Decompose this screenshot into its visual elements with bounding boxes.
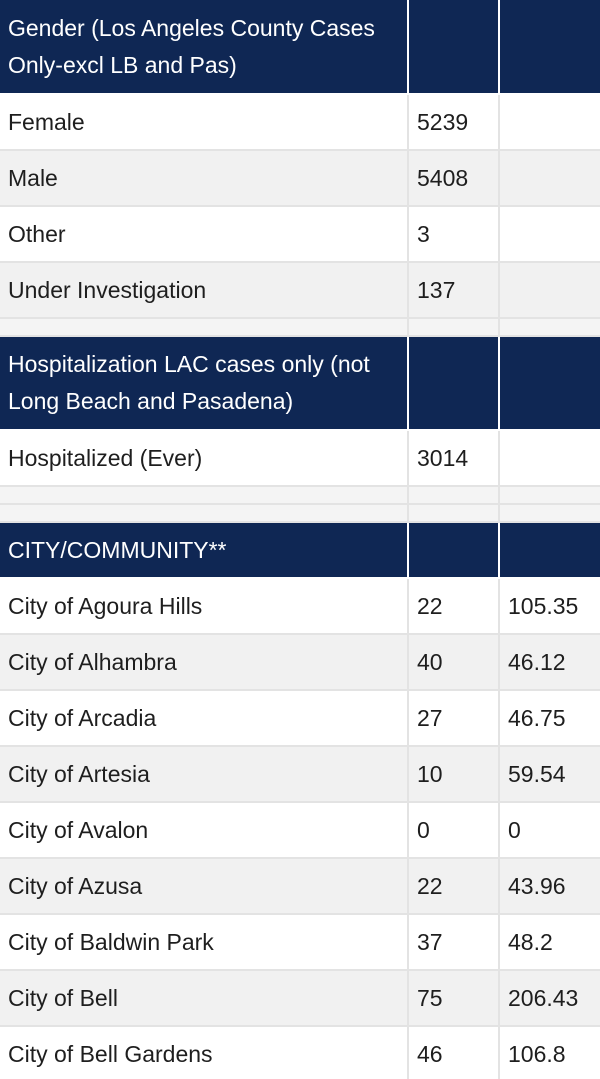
row-label: City of Azusa [0,858,409,915]
row-label: City of Bell [0,970,409,1027]
row-rate: 46.12 [499,634,600,691]
row-count: 40 [408,634,500,691]
section-header-count-cell [408,522,500,579]
row-count: 22 [408,578,500,635]
row-count: 3014 [408,430,500,487]
section-header-title: CITY/COMMUNITY** [0,522,409,579]
row-label: Under Investigation [0,262,409,319]
row-rate: 206.43 [499,970,600,1027]
section-header-title: Gender (Los Angeles County Cases Only-ex… [0,0,409,95]
row-rate [499,206,600,263]
row-count: 3 [408,206,500,263]
row-count: 75 [408,970,500,1027]
row-label: City of Bell Gardens [0,1026,409,1079]
section-header-count-cell [408,336,500,431]
section-spacer [0,486,600,505]
row-count: 137 [408,262,500,319]
section-header-city-community: CITY/COMMUNITY** [0,522,600,579]
row-rate: 46.75 [499,690,600,747]
section-header-gender: Gender (Los Angeles County Cases Only-ex… [0,0,600,95]
row-label: City of Agoura Hills [0,578,409,635]
row-label: City of Alhambra [0,634,409,691]
section-header-title: Hospitalization LAC cases only (not Long… [0,336,409,431]
section-spacer [0,318,600,337]
table-row: Hospitalized (Ever) 3014 [0,430,600,487]
row-count: 0 [408,802,500,859]
row-rate: 0 [499,802,600,859]
section-header-rate-cell [499,336,600,431]
row-label: City of Artesia [0,746,409,803]
table-row: Male 5408 [0,150,600,207]
row-rate: 106.8 [499,1026,600,1079]
table-row: City of Artesia 10 59.54 [0,746,600,803]
row-count: 22 [408,858,500,915]
table-row: City of Bell 75 206.43 [0,970,600,1027]
table-row: City of Azusa 22 43.96 [0,858,600,915]
row-count: 5408 [408,150,500,207]
section-header-hospitalization: Hospitalization LAC cases only (not Long… [0,336,600,431]
row-label: City of Avalon [0,802,409,859]
table-row: City of Bell Gardens 46 106.8 [0,1026,600,1079]
row-count: 46 [408,1026,500,1079]
row-count: 10 [408,746,500,803]
section-header-rate-cell [499,0,600,95]
row-label: Female [0,94,409,151]
table-row: Other 3 [0,206,600,263]
table-row: City of Alhambra 40 46.12 [0,634,600,691]
section-header-rate-cell [499,522,600,579]
table-row: City of Arcadia 27 46.75 [0,690,600,747]
row-count: 5239 [408,94,500,151]
row-count: 37 [408,914,500,971]
row-rate: 105.35 [499,578,600,635]
row-rate: 48.2 [499,914,600,971]
row-label: City of Baldwin Park [0,914,409,971]
row-label: Other [0,206,409,263]
row-rate [499,94,600,151]
row-rate: 43.96 [499,858,600,915]
table-row: City of Avalon 0 0 [0,802,600,859]
row-label: Male [0,150,409,207]
row-rate [499,430,600,487]
row-label: City of Arcadia [0,690,409,747]
row-count: 27 [408,690,500,747]
section-header-count-cell [408,0,500,95]
row-label: Hospitalized (Ever) [0,430,409,487]
row-rate [499,262,600,319]
table-row: City of Baldwin Park 37 48.2 [0,914,600,971]
row-rate: 59.54 [499,746,600,803]
table-row: Under Investigation 137 [0,262,600,319]
table-row: Female 5239 [0,94,600,151]
row-rate [499,150,600,207]
section-spacer [0,504,600,523]
table-row: City of Agoura Hills 22 105.35 [0,578,600,635]
